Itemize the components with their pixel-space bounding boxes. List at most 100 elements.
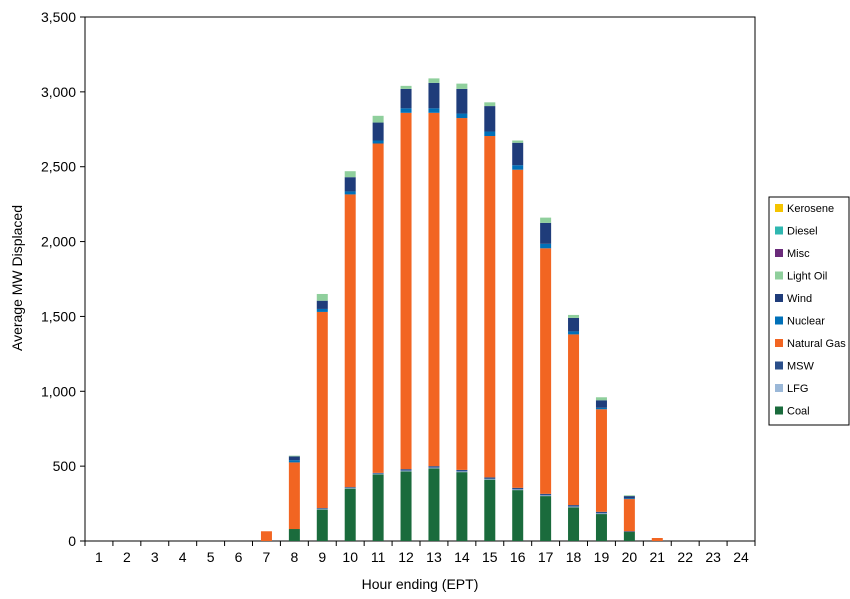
bar-segment-msw bbox=[344, 487, 356, 488]
legend-swatch bbox=[775, 406, 783, 415]
x-tick-label: 14 bbox=[454, 549, 470, 565]
bar-segment-msw bbox=[568, 505, 580, 507]
bar-segment-nuclear bbox=[568, 331, 580, 335]
x-tick-label: 24 bbox=[733, 549, 749, 565]
bar-segment-lfg bbox=[456, 471, 468, 473]
bar-segment-lfg bbox=[344, 487, 356, 489]
bar-segment-coal bbox=[372, 474, 384, 541]
plot-border bbox=[84, 16, 756, 542]
bar-segment-wind bbox=[288, 456, 300, 461]
bar-segment-natural-gas bbox=[288, 462, 300, 530]
x-axis-label: Hour ending (EPT) bbox=[362, 576, 479, 592]
x-tick-label: 20 bbox=[622, 549, 638, 565]
x-tick-label: 21 bbox=[650, 549, 666, 565]
bar-segment-nuclear bbox=[540, 243, 552, 249]
x-tick-label: 16 bbox=[510, 549, 526, 565]
x-axis: 1 2 3 4 5 6 7 8 9 10 11 12 13 14 15 16 17 18 19 20 21 22 23 24 bbox=[84, 541, 756, 565]
bar-segment-lfg bbox=[372, 473, 384, 475]
y-tick-label: 500 bbox=[53, 458, 77, 474]
bar-segment-coal bbox=[316, 509, 328, 541]
y-tick-label: 1,500 bbox=[41, 308, 76, 324]
bar-segment-lfg bbox=[400, 470, 412, 472]
bar-segment-msw bbox=[512, 487, 524, 490]
bar-segment-natural-gas bbox=[372, 143, 384, 473]
bar-segment-wind bbox=[540, 222, 552, 244]
y-axis-label: Average MW Displaced bbox=[9, 205, 25, 351]
bar-segment-wind bbox=[568, 317, 580, 332]
bar-segment-coal bbox=[595, 514, 607, 541]
bar-segment-msw bbox=[623, 531, 635, 533]
bar-segment-coal bbox=[344, 488, 356, 541]
y-tick-label: 3,000 bbox=[41, 84, 76, 100]
bar-segment-nuclear bbox=[595, 407, 607, 410]
bar-segment-nuclear bbox=[428, 108, 440, 113]
bar-segment-light-oil bbox=[456, 83, 468, 89]
bar-segment-wind bbox=[316, 300, 328, 309]
x-tick-label: 22 bbox=[677, 549, 693, 565]
bar-segment-msw bbox=[456, 469, 468, 472]
y-tick-label: 1,000 bbox=[41, 383, 76, 399]
x-tick-label: 10 bbox=[342, 549, 358, 565]
bar-segment-light-oil bbox=[512, 140, 524, 143]
legend-label: Natural Gas bbox=[787, 338, 846, 350]
bar-segment-coal bbox=[512, 490, 524, 541]
bar-segment-coal bbox=[456, 472, 468, 541]
x-tick-label: 7 bbox=[263, 549, 271, 565]
legend-swatch bbox=[775, 271, 783, 280]
legend: Kerosene Diesel Misc Light Oil Wind Nuclear Na… bbox=[768, 196, 850, 426]
bar-segment-lfg bbox=[540, 495, 552, 497]
y-tick-label: 2,500 bbox=[41, 159, 76, 175]
legend-swatch bbox=[775, 384, 783, 392]
bar-segment-nuclear bbox=[288, 460, 300, 463]
bar-segment-nuclear bbox=[456, 113, 468, 119]
bar-segment-wind bbox=[400, 88, 412, 109]
bar-segment-wind bbox=[595, 400, 607, 408]
legend-swatch bbox=[775, 316, 783, 325]
x-tick-label: 11 bbox=[371, 549, 386, 565]
legend-label: Misc bbox=[787, 248, 810, 260]
x-tick-label: 18 bbox=[566, 549, 582, 565]
legend-swatch bbox=[775, 249, 783, 257]
bar-segment-wind bbox=[372, 122, 384, 141]
legend-label: Coal bbox=[787, 406, 810, 418]
plot-area bbox=[84, 16, 756, 542]
bar-segment-natural-gas bbox=[456, 118, 468, 470]
bar-segment-wind bbox=[428, 82, 440, 109]
bar-segment-light-oil bbox=[484, 102, 496, 107]
bar-segment-nuclear bbox=[400, 108, 412, 113]
legend-label: Diesel bbox=[787, 226, 818, 238]
bar-segment-natural-gas bbox=[623, 499, 635, 532]
x-tick-label: 13 bbox=[426, 549, 442, 565]
bar-segment-coal bbox=[484, 479, 496, 541]
bar-segment-msw bbox=[540, 493, 552, 496]
bar-segment-light-oil bbox=[288, 455, 300, 457]
x-tick-label: 19 bbox=[594, 549, 610, 565]
x-tick-label: 9 bbox=[318, 549, 326, 565]
x-tick-label: 8 bbox=[290, 549, 298, 565]
x-tick-label: 2 bbox=[123, 549, 131, 565]
bar-segment-wind bbox=[623, 496, 635, 499]
legend-label: MSW bbox=[787, 361, 815, 373]
bar-segment-lfg bbox=[428, 467, 440, 469]
bar-segment-lfg bbox=[512, 489, 524, 491]
bar-segment-natural-gas bbox=[400, 112, 412, 470]
bar-segment-light-oil bbox=[316, 293, 328, 301]
bar-segment-light-oil bbox=[344, 171, 356, 178]
bar-segment-msw bbox=[316, 508, 328, 509]
bar-segment-msw bbox=[428, 466, 440, 468]
bar-segment-natural-gas bbox=[540, 248, 552, 494]
x-tick-label: 4 bbox=[179, 549, 187, 565]
bar-segment-light-oil bbox=[372, 115, 384, 123]
bar-segment-coal bbox=[428, 468, 440, 541]
bar-segment-natural-gas bbox=[595, 409, 607, 512]
bar-segment-light-oil bbox=[540, 217, 552, 223]
bar-segment-lfg bbox=[568, 506, 580, 508]
bar-segment-wind bbox=[484, 106, 496, 132]
bar-segment-lfg bbox=[595, 513, 607, 515]
legend-label: Wind bbox=[787, 293, 812, 305]
bar-segment-nuclear bbox=[623, 498, 635, 500]
bar-segment-msw bbox=[372, 472, 384, 474]
x-tick-label: 23 bbox=[705, 549, 721, 565]
bar-segment-natural-gas bbox=[344, 194, 356, 488]
